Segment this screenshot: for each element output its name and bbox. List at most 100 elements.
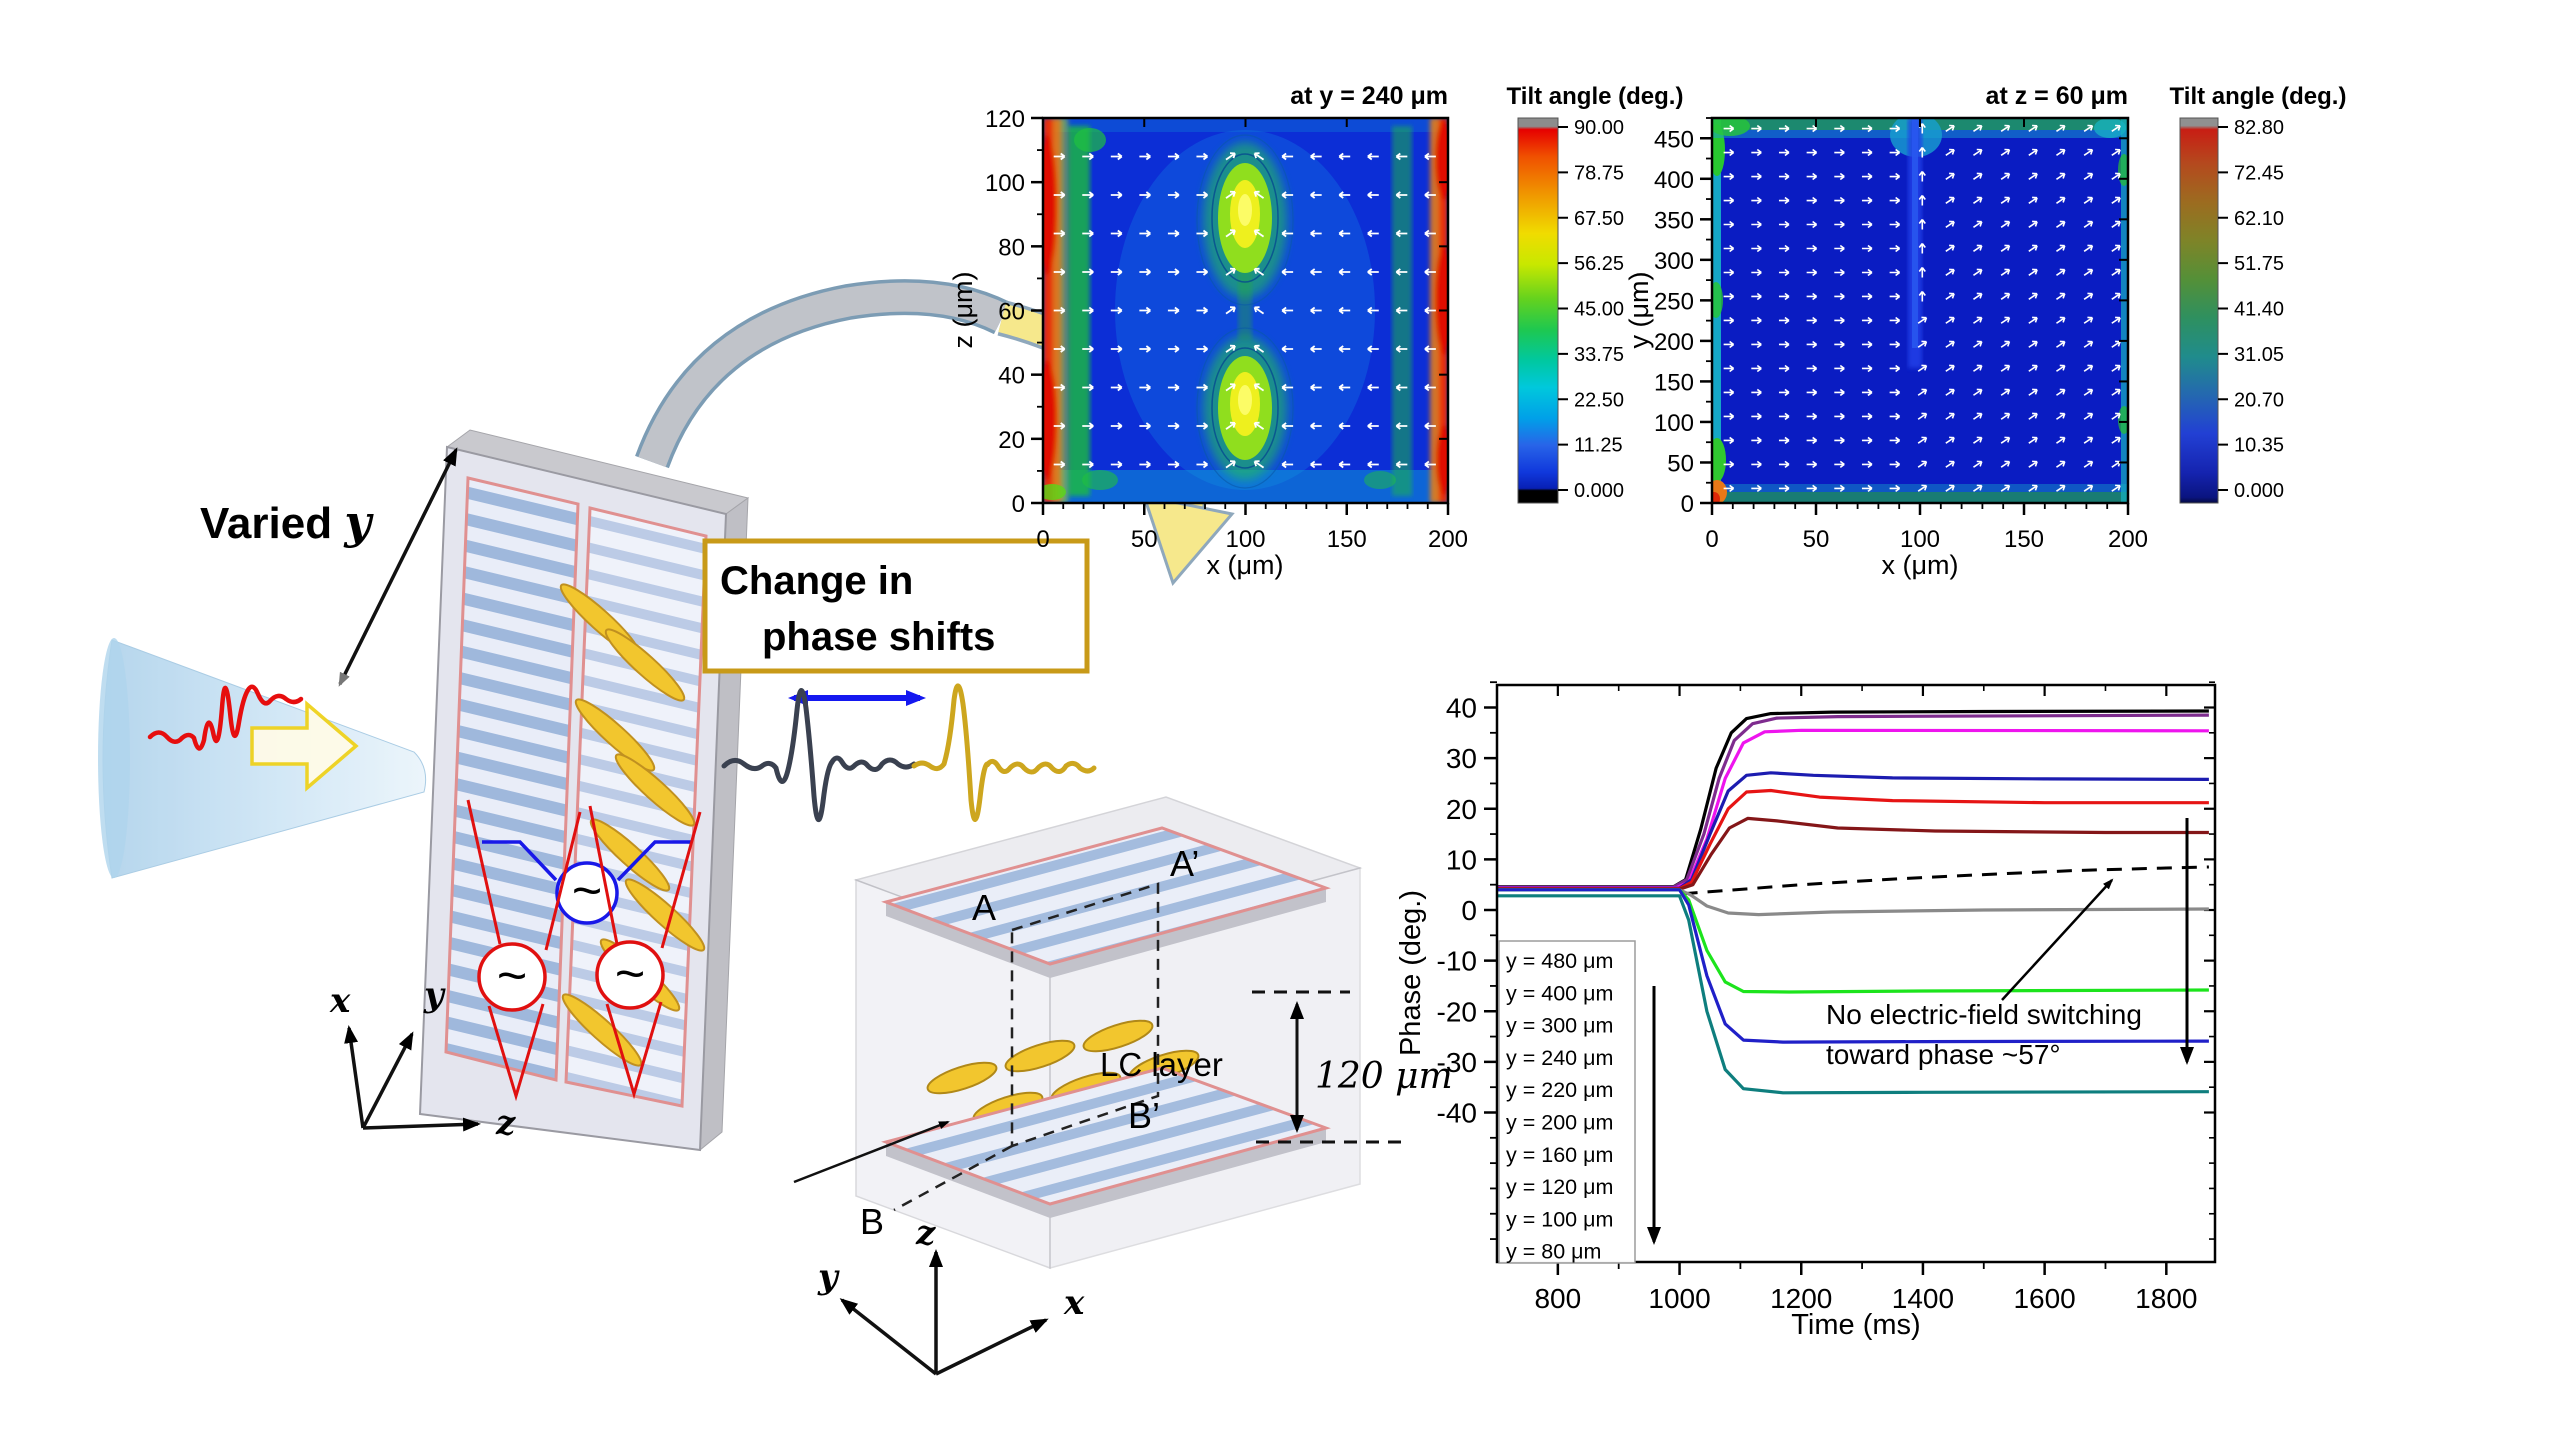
director-arrow <box>1834 364 1845 373</box>
tick-label: -30 <box>1437 1047 1477 1078</box>
director-arrow <box>1253 267 1265 276</box>
hm1-title: at y = 240 μm <box>1290 82 1448 110</box>
director-arrow <box>1751 316 1762 325</box>
director-arrow <box>1806 484 1818 493</box>
director-arrow <box>1917 364 1928 372</box>
tick-label: 20 <box>1446 794 1477 825</box>
director-arrow <box>2028 340 2038 348</box>
legend: y = 480 μm y = 400 μm y = 300 μm y = 240 μm… <box>1506 949 1613 1264</box>
director-arrow <box>1253 152 1265 161</box>
director-arrow <box>2028 220 2038 228</box>
director-arrow <box>1424 229 1436 238</box>
director-arrow <box>1395 460 1408 469</box>
director-arrow <box>2056 268 2066 276</box>
director-arrow <box>1751 148 1762 157</box>
director-arrow <box>1253 344 1265 353</box>
director-arrow <box>1167 422 1180 430</box>
director-arrow <box>2083 196 2094 204</box>
director-arrow <box>1889 244 1901 253</box>
director-arrow <box>2000 388 2011 396</box>
director-arrow <box>1338 383 1351 392</box>
director-arrow <box>1110 229 1123 238</box>
director-arrow <box>1889 172 1901 181</box>
director-arrow <box>1778 484 1790 493</box>
director-arrow <box>1778 148 1790 157</box>
tick-label: y = 300 μm <box>1506 1014 1613 1038</box>
director-arrow <box>1973 268 1983 276</box>
tick-label: 40 <box>1446 693 1477 724</box>
director-arrow <box>1918 291 1926 302</box>
director-arrow <box>1917 460 1928 468</box>
director-arrow <box>1834 148 1845 157</box>
director-arrow <box>1751 412 1762 421</box>
director-arrow <box>1253 229 1265 238</box>
tick-label: 400 <box>1654 167 1694 194</box>
director-arrow <box>1053 383 1066 392</box>
director-arrow <box>1973 292 1983 300</box>
director-arrow <box>1889 148 1901 157</box>
cell-axes <box>839 1249 1049 1376</box>
propagation-arrow <box>250 700 359 792</box>
director-arrow <box>1082 229 1094 238</box>
director-arrow <box>1973 148 1983 156</box>
director-arrow <box>1945 148 1955 156</box>
director-arrow <box>1338 345 1351 353</box>
section-pointer <box>793 1120 950 1184</box>
director-arrow <box>1778 244 1790 253</box>
director-arrow <box>1723 412 1735 421</box>
director-arrow <box>1053 345 1066 353</box>
director-arrow <box>1945 460 1955 468</box>
director-arrow <box>1973 124 1983 133</box>
director-arrow <box>1973 196 1983 204</box>
tick-label: -20 <box>1437 996 1477 1027</box>
director-arrow <box>1723 220 1735 229</box>
director-arrow <box>1723 460 1735 469</box>
input-thz-waveform <box>147 684 304 751</box>
director-arrow <box>1723 244 1735 253</box>
director-arrow <box>1861 364 1873 373</box>
label-A-prime: A’ <box>1170 843 1199 884</box>
director-arrow <box>1424 268 1436 276</box>
director-arrow <box>1110 191 1123 199</box>
lc-device <box>418 429 750 1152</box>
chart-ylabel: Phase (deg.) <box>1395 890 1427 1056</box>
director-arrow <box>1806 244 1818 253</box>
director-arrow <box>2000 172 2011 180</box>
director-arrow <box>1973 460 1983 468</box>
director-arrow <box>1082 345 1094 353</box>
director-arrow <box>1424 422 1436 430</box>
ac-source-red-2 <box>595 940 665 1010</box>
director-arrow <box>1053 306 1066 315</box>
tick-label: 120 <box>985 106 1025 133</box>
ac-sources: ~ ~ ~ <box>466 799 702 1102</box>
director-arrow <box>1310 345 1322 353</box>
director-arrow <box>2111 412 2121 420</box>
tick-label: 800 <box>1534 1283 1581 1314</box>
director-arrow <box>1225 421 1236 430</box>
director-arrow <box>2028 388 2038 396</box>
director-arrow <box>1861 412 1873 421</box>
director-arrows <box>1053 152 1436 469</box>
thickness-label: 120 μm <box>1315 1056 1453 1097</box>
director-arrow <box>1834 292 1845 301</box>
director-arrow <box>1110 345 1123 353</box>
director-arrow <box>2056 460 2066 468</box>
tick-label: 11.25 <box>1574 435 1623 457</box>
director-arrow <box>1281 306 1294 315</box>
director-arrow <box>1751 124 1762 133</box>
axis-ticks: 0 50 100 150 200 0 20 40 60 80 100 120 <box>985 106 1468 553</box>
director-arrow <box>1778 268 1790 277</box>
director-arrow <box>2028 172 2038 180</box>
director-arrow <box>1167 191 1180 199</box>
director-arrow <box>1225 344 1236 353</box>
tick-label: 0 <box>1461 895 1477 926</box>
director-arrow <box>2083 316 2094 324</box>
director-arrow <box>1253 306 1265 315</box>
series-y-=-300-μm <box>1497 728 2209 890</box>
ac-source-blue <box>555 861 619 925</box>
director-arrow <box>2083 292 2094 300</box>
director-arrow <box>2000 364 2011 372</box>
hm2-title: at z = 60 μm <box>1986 82 2128 110</box>
director-arrow <box>1751 340 1762 349</box>
